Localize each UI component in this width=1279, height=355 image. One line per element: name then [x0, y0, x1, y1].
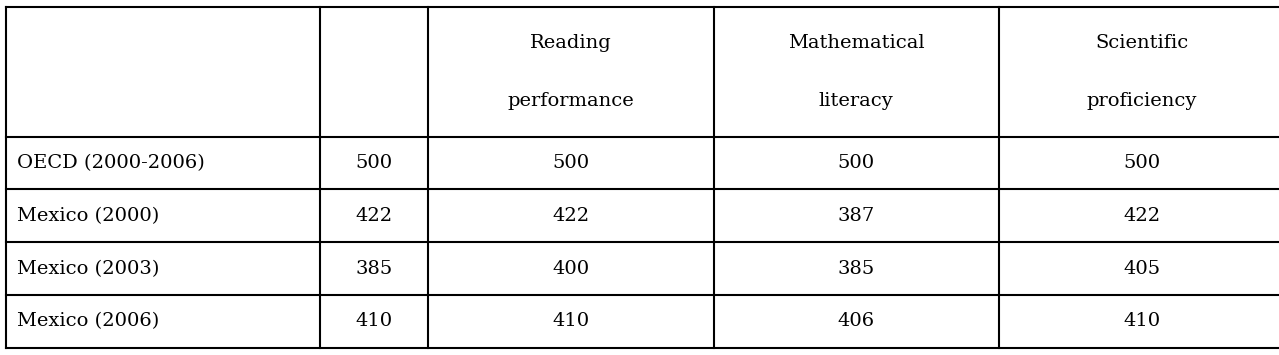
Text: Mexico (2000): Mexico (2000): [17, 207, 159, 225]
Text: 422: 422: [356, 207, 393, 225]
Text: 406: 406: [838, 312, 875, 331]
Text: 385: 385: [838, 260, 875, 278]
Text: Mexico (2006): Mexico (2006): [17, 312, 159, 331]
Text: OECD (2000-2006): OECD (2000-2006): [17, 154, 205, 172]
Text: 410: 410: [1123, 312, 1160, 331]
Text: Scientific

proficiency: Scientific proficiency: [1086, 34, 1197, 110]
Text: Mathematical

literacy: Mathematical literacy: [788, 34, 925, 110]
Text: 422: 422: [553, 207, 590, 225]
Text: 500: 500: [553, 154, 590, 172]
Text: 500: 500: [838, 154, 875, 172]
Text: Mexico (2003): Mexico (2003): [17, 260, 159, 278]
Text: Reading

performance: Reading performance: [508, 34, 634, 110]
Text: 422: 422: [1123, 207, 1160, 225]
Text: 410: 410: [553, 312, 590, 331]
Text: 387: 387: [838, 207, 875, 225]
Text: 500: 500: [1123, 154, 1160, 172]
Text: 385: 385: [356, 260, 393, 278]
Text: 500: 500: [356, 154, 393, 172]
Text: 400: 400: [553, 260, 590, 278]
Text: 405: 405: [1123, 260, 1160, 278]
Text: 410: 410: [356, 312, 393, 331]
